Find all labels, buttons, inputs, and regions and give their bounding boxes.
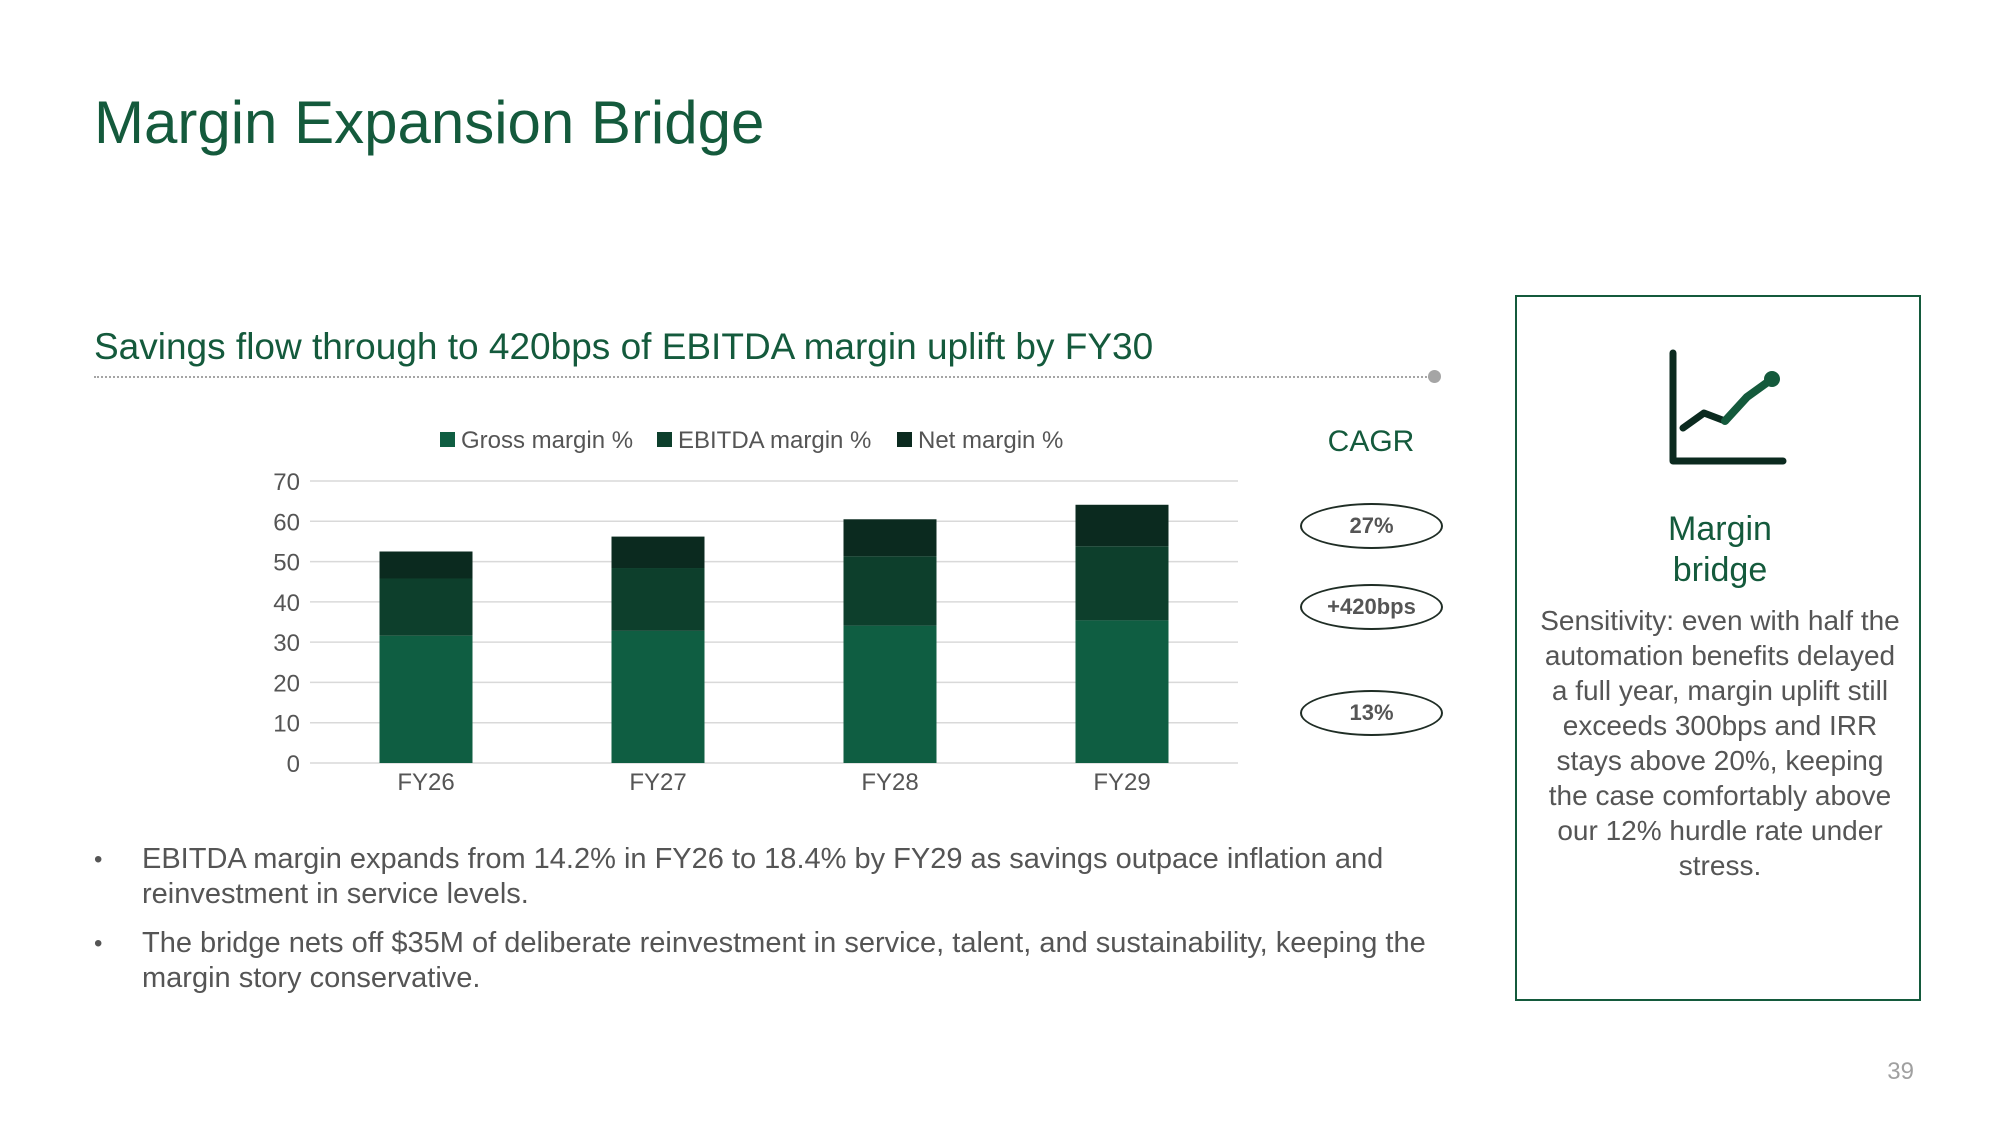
slide-subtitle: Savings flow through to 420bps of EBITDA… bbox=[94, 326, 1154, 367]
bar-ebitda-fy27 bbox=[611, 568, 705, 631]
page-number: 39 bbox=[1887, 1058, 1914, 1085]
bar-net-fy28 bbox=[843, 519, 937, 557]
bullet-text: The bridge nets off $35M of deliberate r… bbox=[142, 927, 1426, 994]
side-panel-heading-line1: Margin bbox=[1668, 510, 1772, 548]
y-tick-label: 50 bbox=[273, 550, 300, 577]
legend-label: Gross margin % bbox=[461, 427, 633, 454]
legend-label: EBITDA margin % bbox=[678, 427, 871, 454]
bar-gross-fy27 bbox=[611, 630, 705, 763]
cagr-pill-top: 27% bbox=[1300, 503, 1443, 549]
legend-swatch bbox=[657, 432, 672, 447]
cagr-pill-middle: +420bps bbox=[1300, 584, 1443, 630]
side-panel-body: Sensitivity: even with half the automati… bbox=[1540, 605, 1900, 881]
y-tick-label: 30 bbox=[273, 630, 300, 657]
slide-title: Margin Expansion Bridge bbox=[94, 89, 765, 156]
side-panel-heading-line2: bridge bbox=[1672, 551, 1768, 589]
divider-end-dot bbox=[1428, 370, 1441, 383]
bar-ebitda-fy29 bbox=[1075, 546, 1169, 621]
side-panel-heading: Margin bridge bbox=[1517, 509, 1923, 591]
bullet-dot: • bbox=[94, 846, 103, 873]
bullet-dot: • bbox=[94, 930, 103, 957]
bar-gross-fy26 bbox=[379, 635, 473, 763]
cagr-pill-bottom: 13% bbox=[1300, 690, 1443, 736]
bullet-text: EBITDA margin expands from 14.2% in FY26… bbox=[142, 843, 1384, 910]
x-tick-label: FY26 bbox=[397, 769, 454, 796]
bar-net-fy27 bbox=[611, 536, 705, 569]
x-tick-label: FY28 bbox=[861, 769, 918, 796]
legend-swatch bbox=[440, 432, 455, 447]
y-tick-label: 10 bbox=[273, 711, 300, 738]
bar-gross-fy29 bbox=[1075, 620, 1169, 763]
bar-gross-fy28 bbox=[843, 625, 937, 763]
bar-net-fy29 bbox=[1075, 504, 1169, 547]
y-tick-label: 70 bbox=[273, 469, 300, 496]
bar-ebitda-fy26 bbox=[379, 578, 473, 636]
subtitle-divider bbox=[94, 376, 1430, 378]
bullet-list: • EBITDA margin expands from 14.2% in FY… bbox=[94, 842, 1454, 1010]
y-tick-label: 20 bbox=[273, 670, 300, 697]
side-panel: Margin bridge Sensitivity: even with hal… bbox=[1515, 295, 1921, 1001]
y-tick-label: 60 bbox=[273, 509, 300, 536]
legend-swatch bbox=[897, 432, 912, 447]
y-tick-label: 0 bbox=[287, 751, 300, 778]
stacked-bar-chart: 0 10 20 30 40 50 60 70 FY26 FY27 FY28 FY29 Gross mar… bbox=[273, 427, 1238, 796]
bullet-item: • EBITDA margin expands from 14.2% in FY… bbox=[94, 842, 1454, 912]
x-tick-label: FY29 bbox=[1093, 769, 1150, 796]
y-tick-label: 40 bbox=[273, 590, 300, 617]
cagr-title: CAGR bbox=[1327, 425, 1415, 458]
bullet-item: • The bridge nets off $35M of deliberate… bbox=[94, 926, 1454, 996]
legend-label: Net margin % bbox=[918, 427, 1063, 454]
x-tick-label: FY27 bbox=[629, 769, 686, 796]
bar-ebitda-fy28 bbox=[843, 556, 937, 626]
line-chart-icon bbox=[1669, 349, 1787, 465]
bar-net-fy26 bbox=[379, 551, 473, 579]
